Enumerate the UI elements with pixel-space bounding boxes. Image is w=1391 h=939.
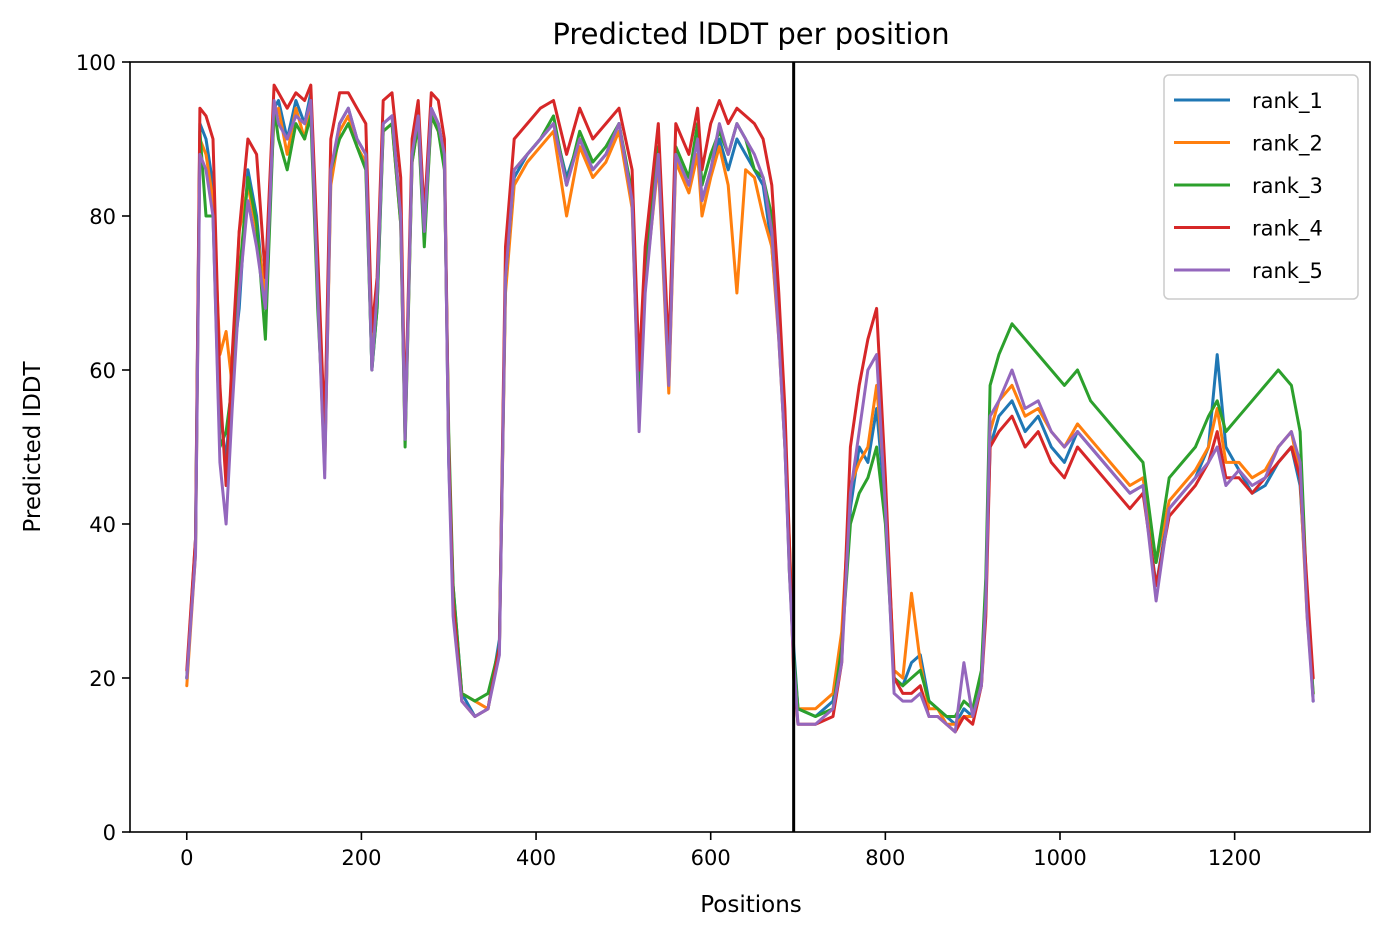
series-line-rank_2 [185,99,1315,726]
legend-label-rank_2: rank_2 [1252,132,1323,157]
y-tick-label: 0 [103,821,116,845]
chart-title: Predicted lDDT per position [552,17,949,51]
series-line-rank_5 [185,99,1315,734]
legend-label-rank_3: rank_3 [1252,174,1323,199]
legend-label-rank_4: rank_4 [1252,217,1323,242]
plot-frame [129,61,1371,833]
y-tick-label: 20 [89,667,116,691]
legend: rank_1 rank_2 rank_3 rank_4 rank_5 [1163,74,1359,300]
x-tick-label: 400 [516,846,556,870]
y-axis-ticks: 0 20 40 60 80 100 [76,51,130,845]
x-axis-label: Positions [700,892,802,918]
x-tick-label: 800 [865,846,905,870]
series-layer [185,83,1315,734]
legend-box [1163,74,1359,300]
y-tick-label: 40 [89,513,116,537]
series-line-rank_4 [185,83,1315,734]
y-tick-label: 100 [76,51,116,75]
y-tick-label: 80 [89,205,116,229]
x-tick-label: 200 [341,846,381,870]
y-axis-label: Predicted lDDT [20,360,46,532]
y-tick-label: 60 [89,359,116,383]
x-tick-label: 0 [180,846,193,870]
x-tick-label: 1200 [1208,846,1261,870]
legend-label-rank_5: rank_5 [1252,259,1323,284]
x-axis-ticks: 0 200 400 600 800 1000 1200 [180,832,1261,870]
x-tick-label: 1000 [1033,846,1086,870]
legend-label-rank_1: rank_1 [1252,89,1323,114]
x-tick-label: 600 [691,846,731,870]
